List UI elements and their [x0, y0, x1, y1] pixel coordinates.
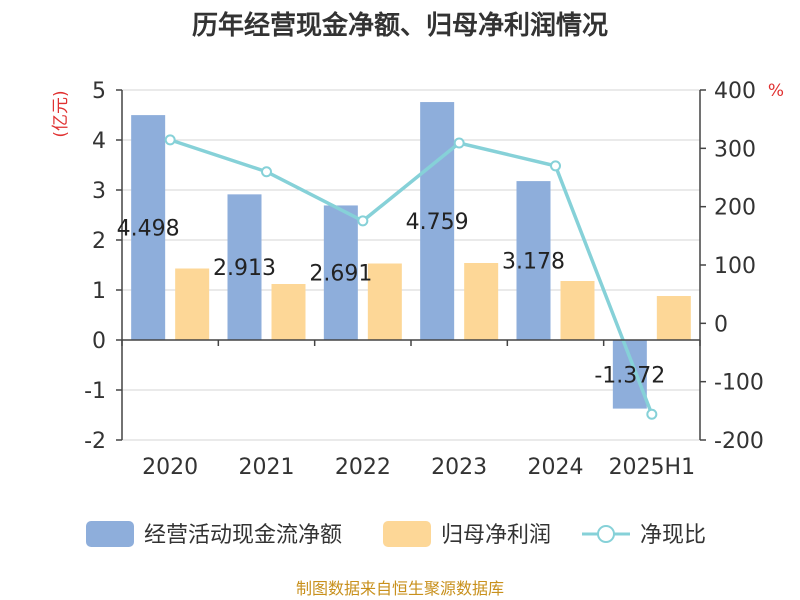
bar-net-profit	[175, 268, 210, 340]
legend-item-cashflow[interactable]: 经营活动现金流净额	[86, 521, 342, 548]
bar-cashflow	[227, 194, 262, 340]
line-point	[646, 408, 658, 420]
line-point	[550, 160, 561, 172]
line-point	[164, 134, 176, 146]
data-label-cashflow: 4.759	[406, 210, 469, 235]
y-left-tick-label: -1	[84, 379, 106, 404]
bar-cashflow	[420, 102, 455, 340]
bars	[131, 102, 691, 409]
y-left-tick-label: -2	[84, 429, 106, 454]
x-tick-label: 2021	[239, 455, 295, 480]
data-labels: 4.498 2.913 2.691 4.759 3.178 -1.372	[117, 210, 666, 388]
legend[interactable]: 经营活动现金流净额 归母净利润 净现比	[86, 521, 706, 548]
bar-net-profit	[560, 281, 595, 340]
y-right-tick-label: 0	[714, 312, 728, 337]
line-point	[357, 215, 369, 227]
bar-net-profit	[656, 296, 691, 340]
y-right-tick-label: -200	[714, 429, 764, 454]
line-point	[261, 166, 272, 178]
line-point	[453, 137, 465, 149]
y-left-tick-label: 3	[92, 179, 106, 204]
x-tick-label: 2025H1	[609, 455, 696, 480]
legend-swatch-marker	[597, 525, 615, 543]
data-label-cashflow: 2.691	[309, 262, 372, 287]
bar-cashflow	[516, 181, 551, 340]
y-right-tick-label: 300	[714, 137, 756, 162]
data-label-cashflow: 4.498	[117, 217, 180, 242]
legend-item-net-profit[interactable]: 归母净利润	[383, 521, 551, 548]
data-label-cashflow: 2.913	[213, 256, 276, 281]
bar-cashflow	[131, 115, 166, 340]
legend-item-net-cash-ratio[interactable]: 净现比	[582, 523, 706, 548]
bar-net-profit	[367, 263, 402, 340]
data-label-cashflow: 3.178	[502, 250, 565, 275]
gridlines	[122, 89, 700, 441]
y-right-tick-label: 400	[714, 79, 756, 104]
legend-swatch-net-profit	[383, 521, 431, 547]
y-right-tick-label: -100	[714, 371, 764, 396]
y-right-unit: %	[768, 81, 784, 101]
bar-net-profit	[464, 263, 499, 340]
bar-net-profit	[271, 284, 306, 340]
y-left-unit: (亿元)	[51, 90, 71, 137]
bar-cashflow	[612, 340, 647, 409]
x-tick-label: 2022	[335, 455, 391, 480]
line-net-cash-ratio	[169, 138, 654, 415]
y-right-tick-label: 200	[714, 196, 756, 221]
source-note: 制图数据来自恒生聚源数据库	[296, 579, 504, 598]
axes: -2 -1 0 1 2 3 4 5 -200 -100 0 100 200 300 400 2020 2021 2…	[84, 79, 764, 480]
legend-label-cashflow: 经营活动现金流净额	[144, 523, 342, 548]
y-left-tick-label: 2	[92, 229, 106, 254]
x-tick-label: 2023	[431, 455, 487, 480]
x-tick-label: 2020	[142, 455, 198, 480]
y-right-tick-label: 100	[714, 254, 756, 279]
bar-cashflow	[323, 205, 358, 340]
y-left-tick-label: 4	[92, 129, 106, 154]
y-left-tick-label: 1	[92, 279, 106, 304]
legend-label-net-cash-ratio: 净现比	[640, 523, 706, 548]
y-left-tick-label: 0	[92, 329, 106, 354]
chart-title: 历年经营现金净额、归母净利润情况	[192, 10, 608, 41]
y-left-tick-label: 5	[92, 79, 106, 104]
line-layer	[164, 134, 658, 420]
x-tick-label: 2024	[528, 455, 584, 480]
legend-swatch-cashflow	[86, 521, 134, 547]
data-label-cashflow: -1.372	[594, 363, 665, 388]
legend-label-net-profit: 归母净利润	[441, 523, 551, 548]
